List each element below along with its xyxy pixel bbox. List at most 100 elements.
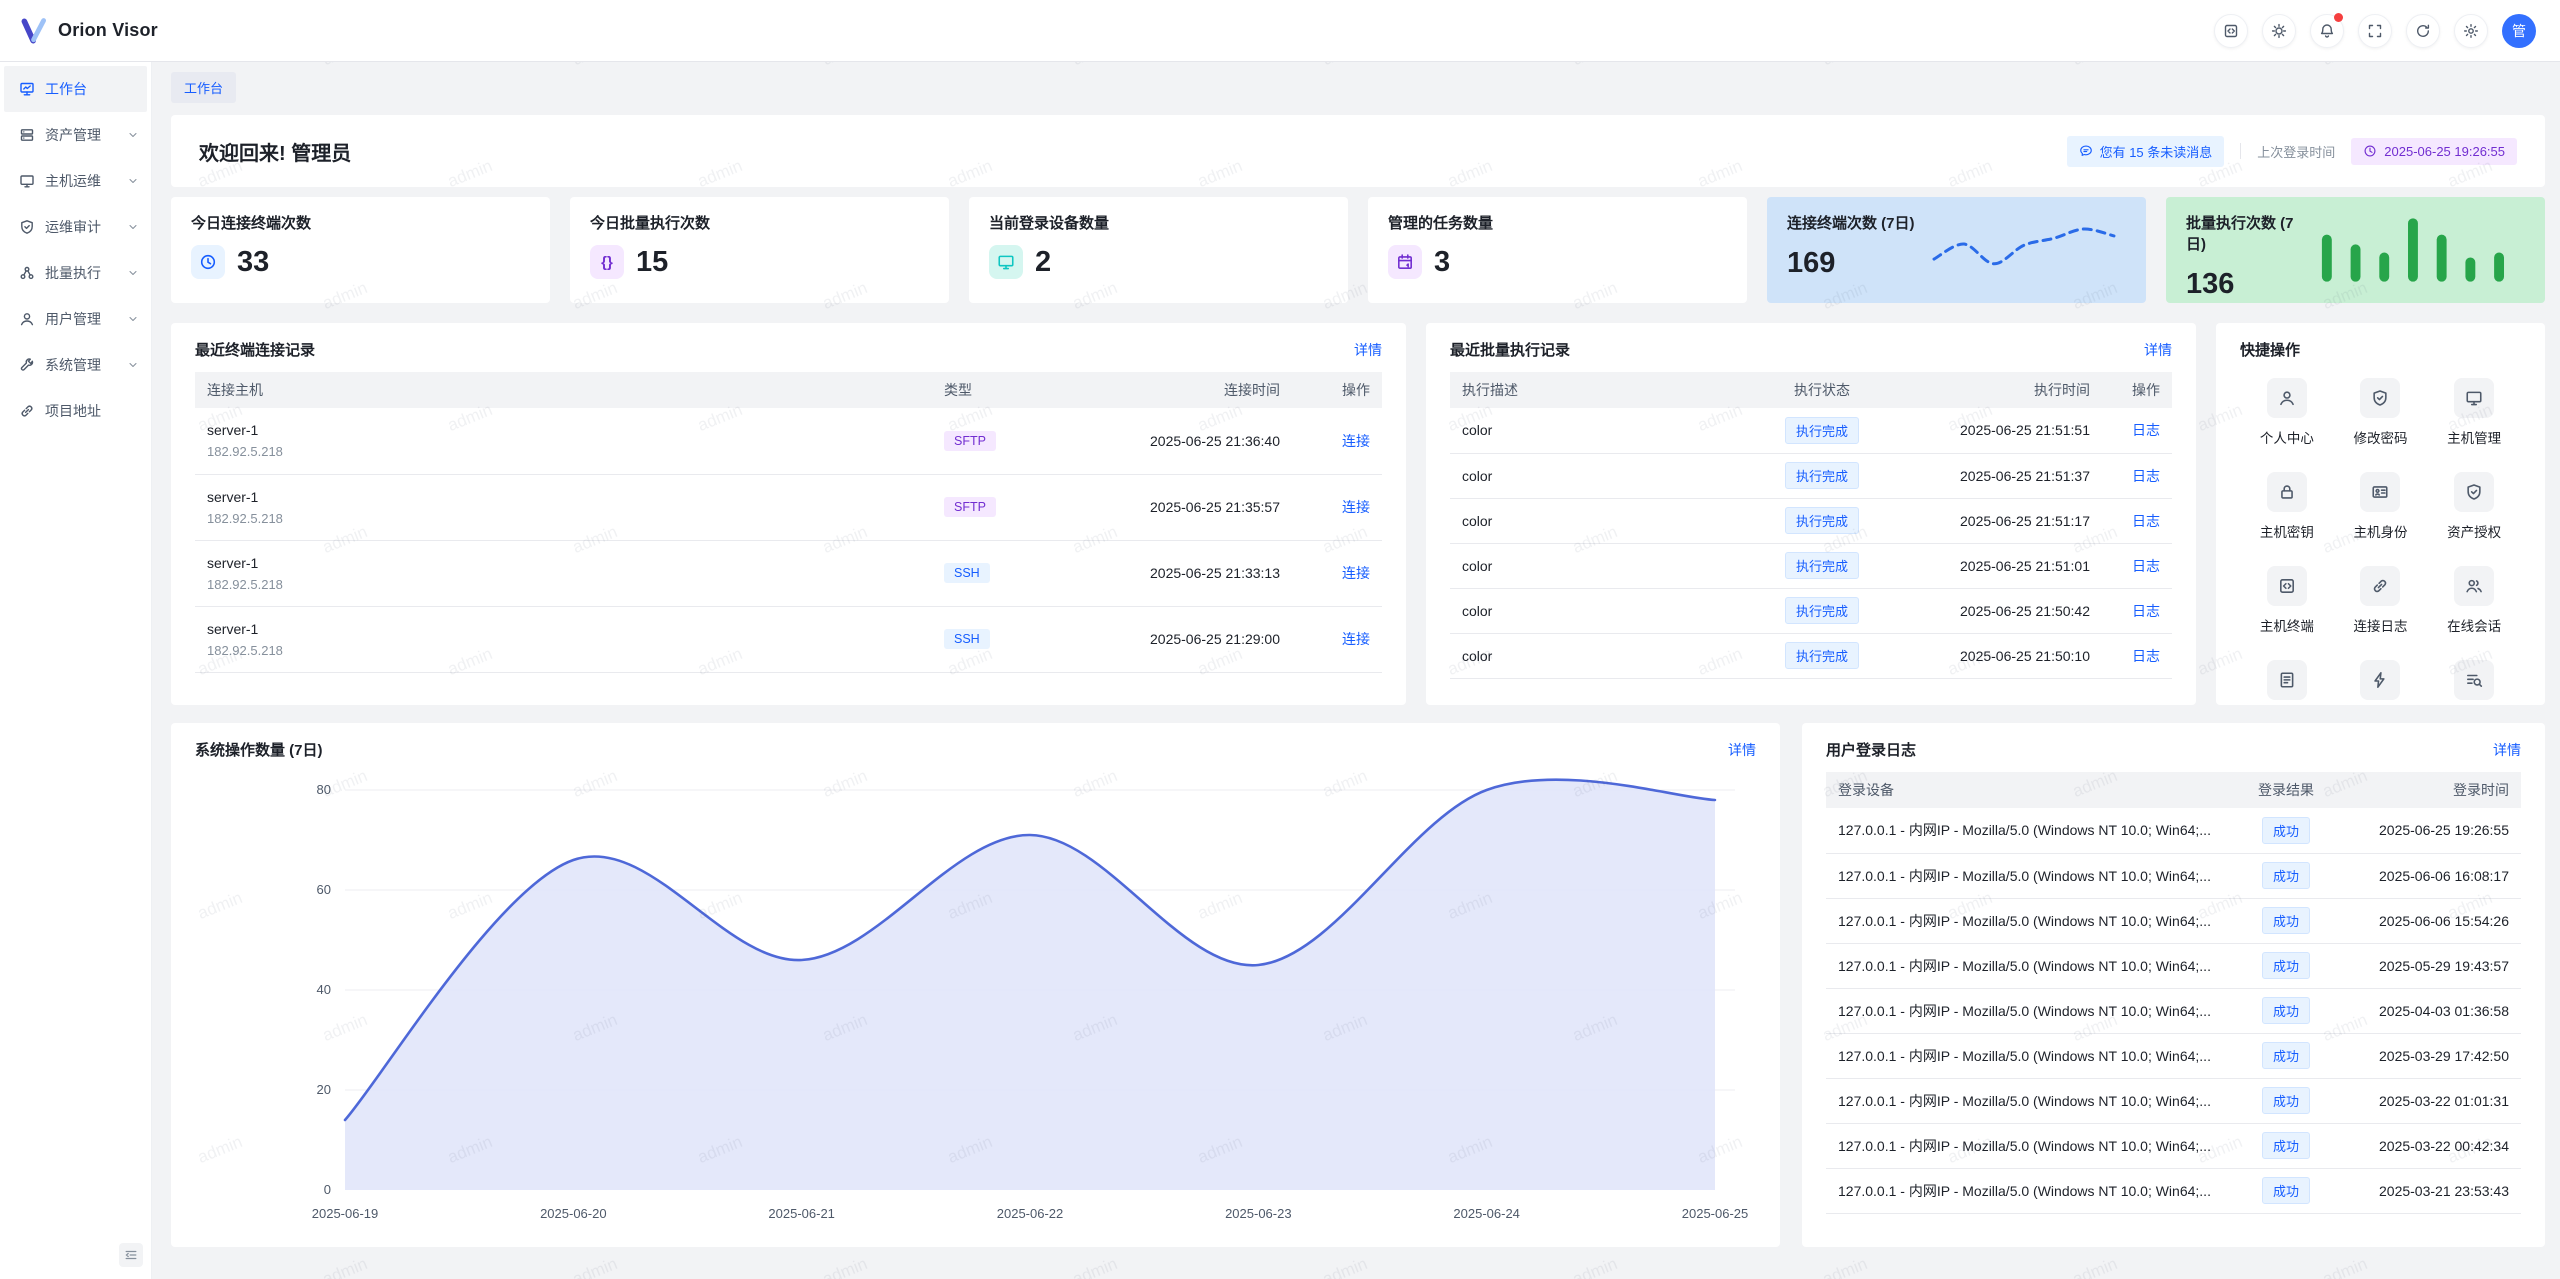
stats-row: 今日连接终端次数 33 今日批量执行次数 {} 15 当前登录设备数量 [171, 197, 2545, 303]
calendar-task-icon [1388, 245, 1422, 279]
sidebar-item-3[interactable]: 主机运维 [4, 158, 147, 204]
sidebar-item-label: 资产管理 [45, 127, 101, 143]
svg-text:2025-06-24: 2025-06-24 [1453, 1206, 1520, 1221]
connect-link[interactable]: 连接 [1342, 432, 1370, 449]
quick-action-item-1[interactable]: 个人中心 [2240, 378, 2334, 447]
login-device: 127.0.0.1 - 内网IP - Mozilla/5.0 (Windows … [1838, 1092, 2211, 1109]
protocol-tag: SFTP [944, 430, 996, 451]
watermark-text: admin [1070, 62, 1120, 70]
exec-status-badge: 执行完成 [1784, 462, 1859, 489]
quick-action-item-5[interactable]: 主机身份 [2334, 472, 2428, 541]
quick-action-item-2[interactable]: 修改密码 [2334, 378, 2428, 447]
log-link[interactable]: 日志 [2132, 467, 2160, 484]
exec-status-badge: 执行完成 [1784, 642, 1859, 669]
unread-messages-pill[interactable]: 您有 15 条未读消息 [2066, 135, 2225, 167]
welcome-title: 欢迎回来! 管理员 [199, 142, 352, 165]
connect-link[interactable]: 连接 [1342, 631, 1370, 647]
app-title: Orion Visor [58, 20, 158, 40]
log-link[interactable]: 日志 [2132, 602, 2160, 619]
quick-action-item-7[interactable]: 主机终端 [2240, 566, 2334, 635]
sidebar-item-5[interactable]: 批量执行 [4, 250, 147, 296]
shield-icon [19, 219, 35, 235]
notification-bell-icon[interactable] [2310, 12, 2344, 48]
sidebar-item-2[interactable]: 资产管理 [4, 112, 147, 158]
code-square-icon[interactable] [2214, 13, 2248, 48]
shield-icon [2454, 472, 2495, 512]
sidebar-item-label: 运维审计 [45, 219, 101, 235]
log-link[interactable]: 日志 [2132, 422, 2160, 439]
user-icon [19, 311, 35, 327]
table-row: 127.0.0.1 - 内网IP - Mozilla/5.0 (Windows … [1826, 1168, 2521, 1214]
sidebar-item-6[interactable]: 用户管理 [4, 296, 147, 342]
table-row: color 执行完成 2025-06-25 21:51:51 日志 [1450, 408, 2172, 454]
watermark-text: admin [820, 62, 870, 70]
message-icon [2079, 144, 2093, 158]
login-device: 127.0.0.1 - 内网IP - Mozilla/5.0 (Windows … [1838, 822, 2211, 839]
sys-ops-detail-link[interactable]: 详情 [1728, 741, 1756, 758]
table-row: 127.0.0.1 - 内网IP - Mozilla/5.0 (Windows … [1826, 808, 2521, 854]
table-row: 127.0.0.1 - 内网IP - Mozilla/5.0 (Windows … [1826, 898, 2521, 944]
chevron-down-icon [127, 129, 139, 141]
quick-action-item-10[interactable]: 文件操作日志 [2240, 660, 2334, 705]
quick-actions-panel: 快捷操作 个人中心 修改密码 主机管理主机密钥 主机身份 资产授权主机终端 连接日志 在线会… [2216, 323, 2545, 705]
login-result-badge: 成功 [2261, 1087, 2310, 1114]
recent-exec-detail-link[interactable]: 详情 [2144, 341, 2172, 358]
codesquare-icon [2266, 566, 2307, 606]
watermark-text: admin [320, 62, 370, 70]
svg-text:80: 80 [317, 782, 331, 797]
login-result-badge: 成功 [2261, 1177, 2310, 1204]
quick-action-item-4[interactable]: 主机密钥 [2240, 472, 2334, 541]
user-avatar[interactable]: 管 [2502, 13, 2536, 48]
chevron-down-icon [127, 359, 139, 371]
file-icon [2266, 660, 2307, 700]
sidebar-item-7[interactable]: 系统管理 [4, 342, 147, 388]
history-clock-icon [191, 245, 225, 279]
recent-terminal-detail-link[interactable]: 详情 [1354, 341, 1382, 358]
quick-action-item-8[interactable]: 连接日志 [2334, 566, 2428, 635]
table-row: color 执行完成 2025-06-25 21:51:17 日志 [1450, 498, 2172, 544]
sidebar-item-label: 系统管理 [45, 357, 101, 373]
settings-gear-icon[interactable] [2454, 13, 2488, 48]
fullscreen-icon[interactable] [2358, 13, 2392, 48]
quick-action-item-6[interactable]: 资产授权 [2427, 472, 2521, 541]
refresh-icon[interactable] [2406, 13, 2440, 48]
watermark-text: admin [1320, 62, 1370, 70]
breadcrumb[interactable]: 工作台 [171, 72, 237, 103]
svg-text:2025-06-20: 2025-06-20 [540, 1206, 607, 1221]
exec-7d-sparkline [2322, 218, 2505, 282]
exec-status-badge: 执行完成 [1784, 597, 1859, 624]
idcard-icon [2360, 472, 2401, 512]
quick-action-item-3[interactable]: 主机管理 [2427, 378, 2521, 447]
last-login-label: 上次登录时间 [2257, 144, 2336, 160]
quick-action-item-9[interactable]: 在线会话 [2427, 566, 2521, 635]
login-log-detail-link[interactable]: 详情 [2493, 741, 2521, 758]
table-row: server-1 182.92.5.218 SSH 2025-06-25 21:33:… [195, 540, 1382, 607]
monitor-icon [2454, 378, 2495, 418]
sidebar-item-4[interactable]: 运维审计 [4, 204, 147, 250]
quick-action-item-11[interactable]: 命令执行 [2334, 660, 2428, 705]
log-link[interactable]: 日志 [2132, 647, 2160, 664]
sidebar-item-1[interactable]: 工作台 [4, 66, 147, 112]
login-device: 127.0.0.1 - 内网IP - Mozilla/5.0 (Windows … [1838, 957, 2211, 974]
sidebar-collapse-icon[interactable] [119, 1243, 143, 1267]
table-row: 127.0.0.1 - 内网IP - Mozilla/5.0 (Windows … [1826, 1033, 2521, 1079]
exec-status-badge: 执行完成 [1784, 507, 1859, 534]
login-result-badge: 成功 [2261, 997, 2310, 1024]
log-link[interactable]: 日志 [2132, 512, 2160, 529]
table-row: server-1 182.92.5.218 SFTP 2025-06-25 21:36… [195, 408, 1382, 475]
connect-link[interactable]: 连接 [1342, 565, 1370, 581]
quick-action-item-12[interactable]: 执行日志 [2427, 660, 2521, 705]
watermark-text: admin [1319, 1254, 1370, 1279]
protocol-tag: SSH [944, 629, 990, 649]
chevron-down-icon [127, 313, 139, 325]
quick-actions-title: 快捷操作 [2240, 342, 2301, 359]
watermark-text: admin [1820, 62, 1870, 70]
monitor-icon [19, 173, 35, 189]
watermark-text: admin [819, 1254, 870, 1279]
clock-icon [2363, 144, 2377, 158]
connect-link[interactable]: 连接 [1342, 499, 1370, 515]
sidebar-item-8[interactable]: 项目地址 [4, 388, 147, 434]
log-link[interactable]: 日志 [2132, 557, 2160, 574]
theme-sun-icon[interactable] [2262, 13, 2296, 48]
cluster-icon [19, 265, 35, 281]
